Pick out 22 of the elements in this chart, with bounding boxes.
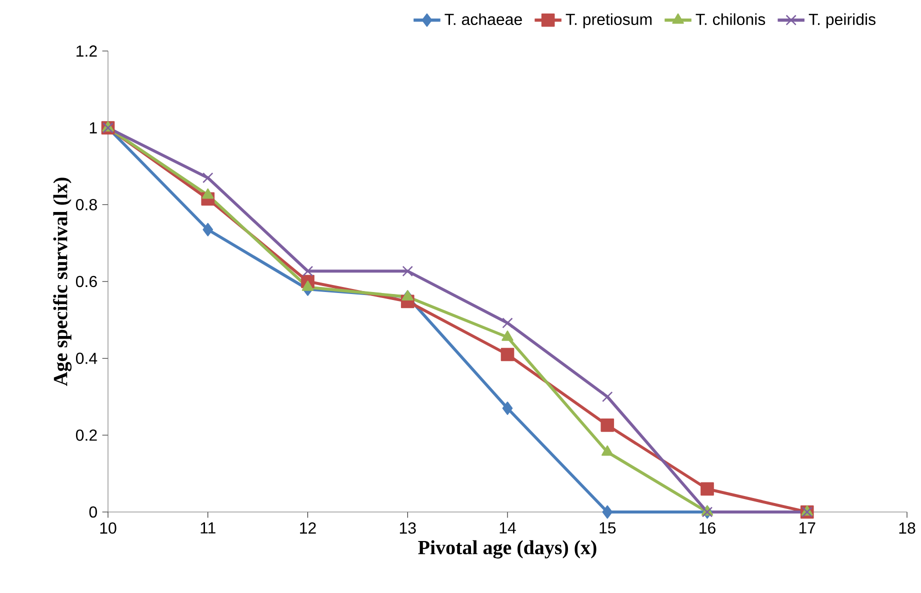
x-tick-label: 16 [700,522,716,534]
y-tick-label: 0.2 [76,430,97,441]
y-tick-label: 1.2 [76,45,97,57]
y-tick-label: 0.8 [76,199,97,210]
y-tick-label: 0 [89,506,97,518]
y-axis-title: Age specific survival (lx) [53,178,72,386]
y-tick-label: 1 [90,122,97,134]
legend-label: T. achaeae [444,13,522,26]
y-tick-label: 0.4 [76,352,98,364]
x-axis-title: Pivotal age (days) (x) [418,540,596,559]
y-tick-label: 0.6 [76,276,97,288]
legend-label: T. peiridis [808,13,876,28]
x-tick-label: 18 [899,522,916,534]
x-tick-label: 10 [100,522,116,534]
legend-label: T. pretiosum [566,13,652,28]
x-tick-label: 12 [300,522,316,534]
x-tick-label: 13 [400,522,416,534]
x-tick-label: 11 [200,522,216,534]
x-tick-label: 17 [799,522,816,534]
x-tick-label: 15 [600,522,616,534]
x-tick-label: 14 [500,522,516,534]
legend-label: T. chilonis [696,13,766,26]
